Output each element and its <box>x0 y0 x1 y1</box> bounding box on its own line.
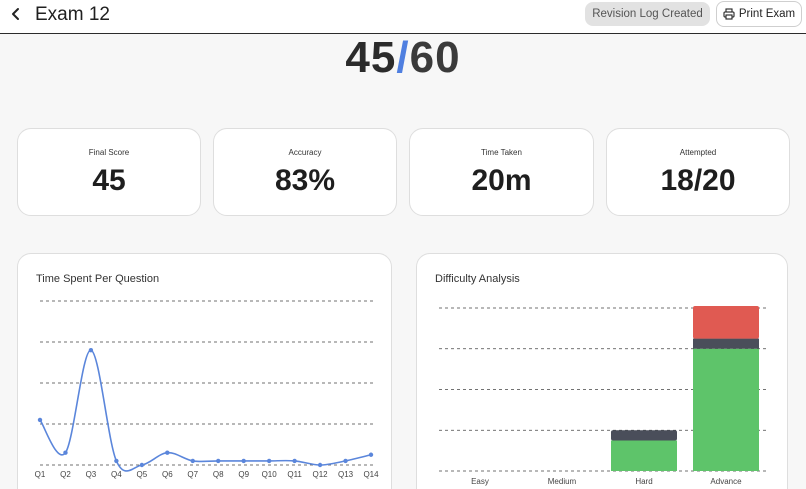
print-exam-label: Print Exam <box>738 8 796 20</box>
data-point-q11 <box>292 458 297 464</box>
x-tick-label: Q2 <box>60 470 71 479</box>
x-tick-label: Q12 <box>313 470 329 479</box>
stat-value: 18/20 <box>660 164 736 197</box>
time-series-line <box>39 349 372 472</box>
difficulty-chart-title: Difficulty Analysis <box>435 273 520 285</box>
time-chart-title: Time Spent Per Question <box>36 273 160 285</box>
bar-segment-advance <box>693 338 759 349</box>
x-tick-label: Q5 <box>137 470 148 479</box>
x-tick-label: Q4 <box>111 470 122 479</box>
data-point-q10 <box>266 458 272 464</box>
bar-segment-hard <box>611 440 677 471</box>
printer-icon <box>723 8 735 20</box>
x-tick-label: Q6 <box>162 470 173 479</box>
x-tick-label: Q13 <box>338 470 354 479</box>
stat-label: Accuracy <box>288 148 322 157</box>
stat-label: Final Score <box>88 148 130 157</box>
page-title: Exam 12 <box>35 4 110 25</box>
data-point-q12 <box>317 462 323 468</box>
score-total: 60 <box>409 33 461 82</box>
x-tick-label: Q1 <box>35 470 46 479</box>
time-spent-panel: Time Spent Per Question Q1 Q2 Q3 Q4 Q5 Q6 Q7 Q8… <box>17 253 392 489</box>
stat-label: Attempted <box>679 148 717 157</box>
data-point-q5 <box>139 462 145 468</box>
data-point-q1 <box>37 417 43 423</box>
stat-value: 45 <box>92 164 126 197</box>
time-spent-line-chart: Q1 Q2 Q3 Q4 Q5 Q6 Q7 Q8 Q9 Q10 Q11 Q12 Q13 Q14 <box>35 300 379 479</box>
difficulty-panel: Difficulty Analysis Easy Medium Hard Advanc… <box>416 253 788 489</box>
stat-card-final-score: Final Score 45 <box>17 128 201 216</box>
back-button[interactable] <box>5 3 27 25</box>
bar-segment-hard <box>611 430 677 441</box>
score-obtained: 45 <box>345 33 397 82</box>
stat-card-attempted: Attempted 18/20 <box>606 128 790 216</box>
data-point-q3 <box>88 348 94 353</box>
x-tick-label: Advance <box>710 477 742 486</box>
data-point-q2 <box>63 450 68 455</box>
x-tick-label: Medium <box>548 477 577 486</box>
data-point-q6 <box>165 450 170 455</box>
x-tick-label: Q8 <box>213 470 224 479</box>
x-tick-label: Hard <box>635 477 652 486</box>
stat-value: 83% <box>274 164 336 197</box>
data-point-q7 <box>190 458 195 464</box>
revision-log-button[interactable]: Revision Log Created <box>585 2 710 26</box>
x-tick-label: Q14 <box>363 470 379 479</box>
score-headline: 45/60 <box>0 33 806 83</box>
score-separator: / <box>396 33 410 82</box>
stat-label: Time Taken <box>481 148 522 157</box>
data-point-q13 <box>343 458 348 464</box>
x-tick-label: Q7 <box>187 470 198 479</box>
stat-card-accuracy: Accuracy 83% <box>213 128 397 216</box>
stat-value: 20m <box>471 164 532 197</box>
x-tick-label: Q3 <box>86 470 97 479</box>
x-tick-label: Q9 <box>238 470 249 479</box>
stat-card-time-taken: Time Taken 20m <box>409 128 594 216</box>
bar-segment-advance <box>693 348 759 471</box>
top-bar: Exam 12 Revision Log Created Print Exam <box>0 0 806 34</box>
print-exam-button[interactable]: Print Exam <box>716 1 802 27</box>
data-point-q4 <box>114 458 119 464</box>
data-point-q8 <box>216 458 221 464</box>
x-tick-label: Q11 <box>287 470 302 479</box>
bar-segment-advance <box>693 305 759 339</box>
chevron-left-icon <box>12 8 19 20</box>
x-tick-label: Q10 <box>262 470 278 479</box>
x-tick-label: Easy <box>471 477 489 486</box>
difficulty-bar-chart: Easy Medium Hard Advance <box>439 305 767 486</box>
data-point-q9 <box>241 458 246 464</box>
data-point-q14 <box>368 452 374 457</box>
